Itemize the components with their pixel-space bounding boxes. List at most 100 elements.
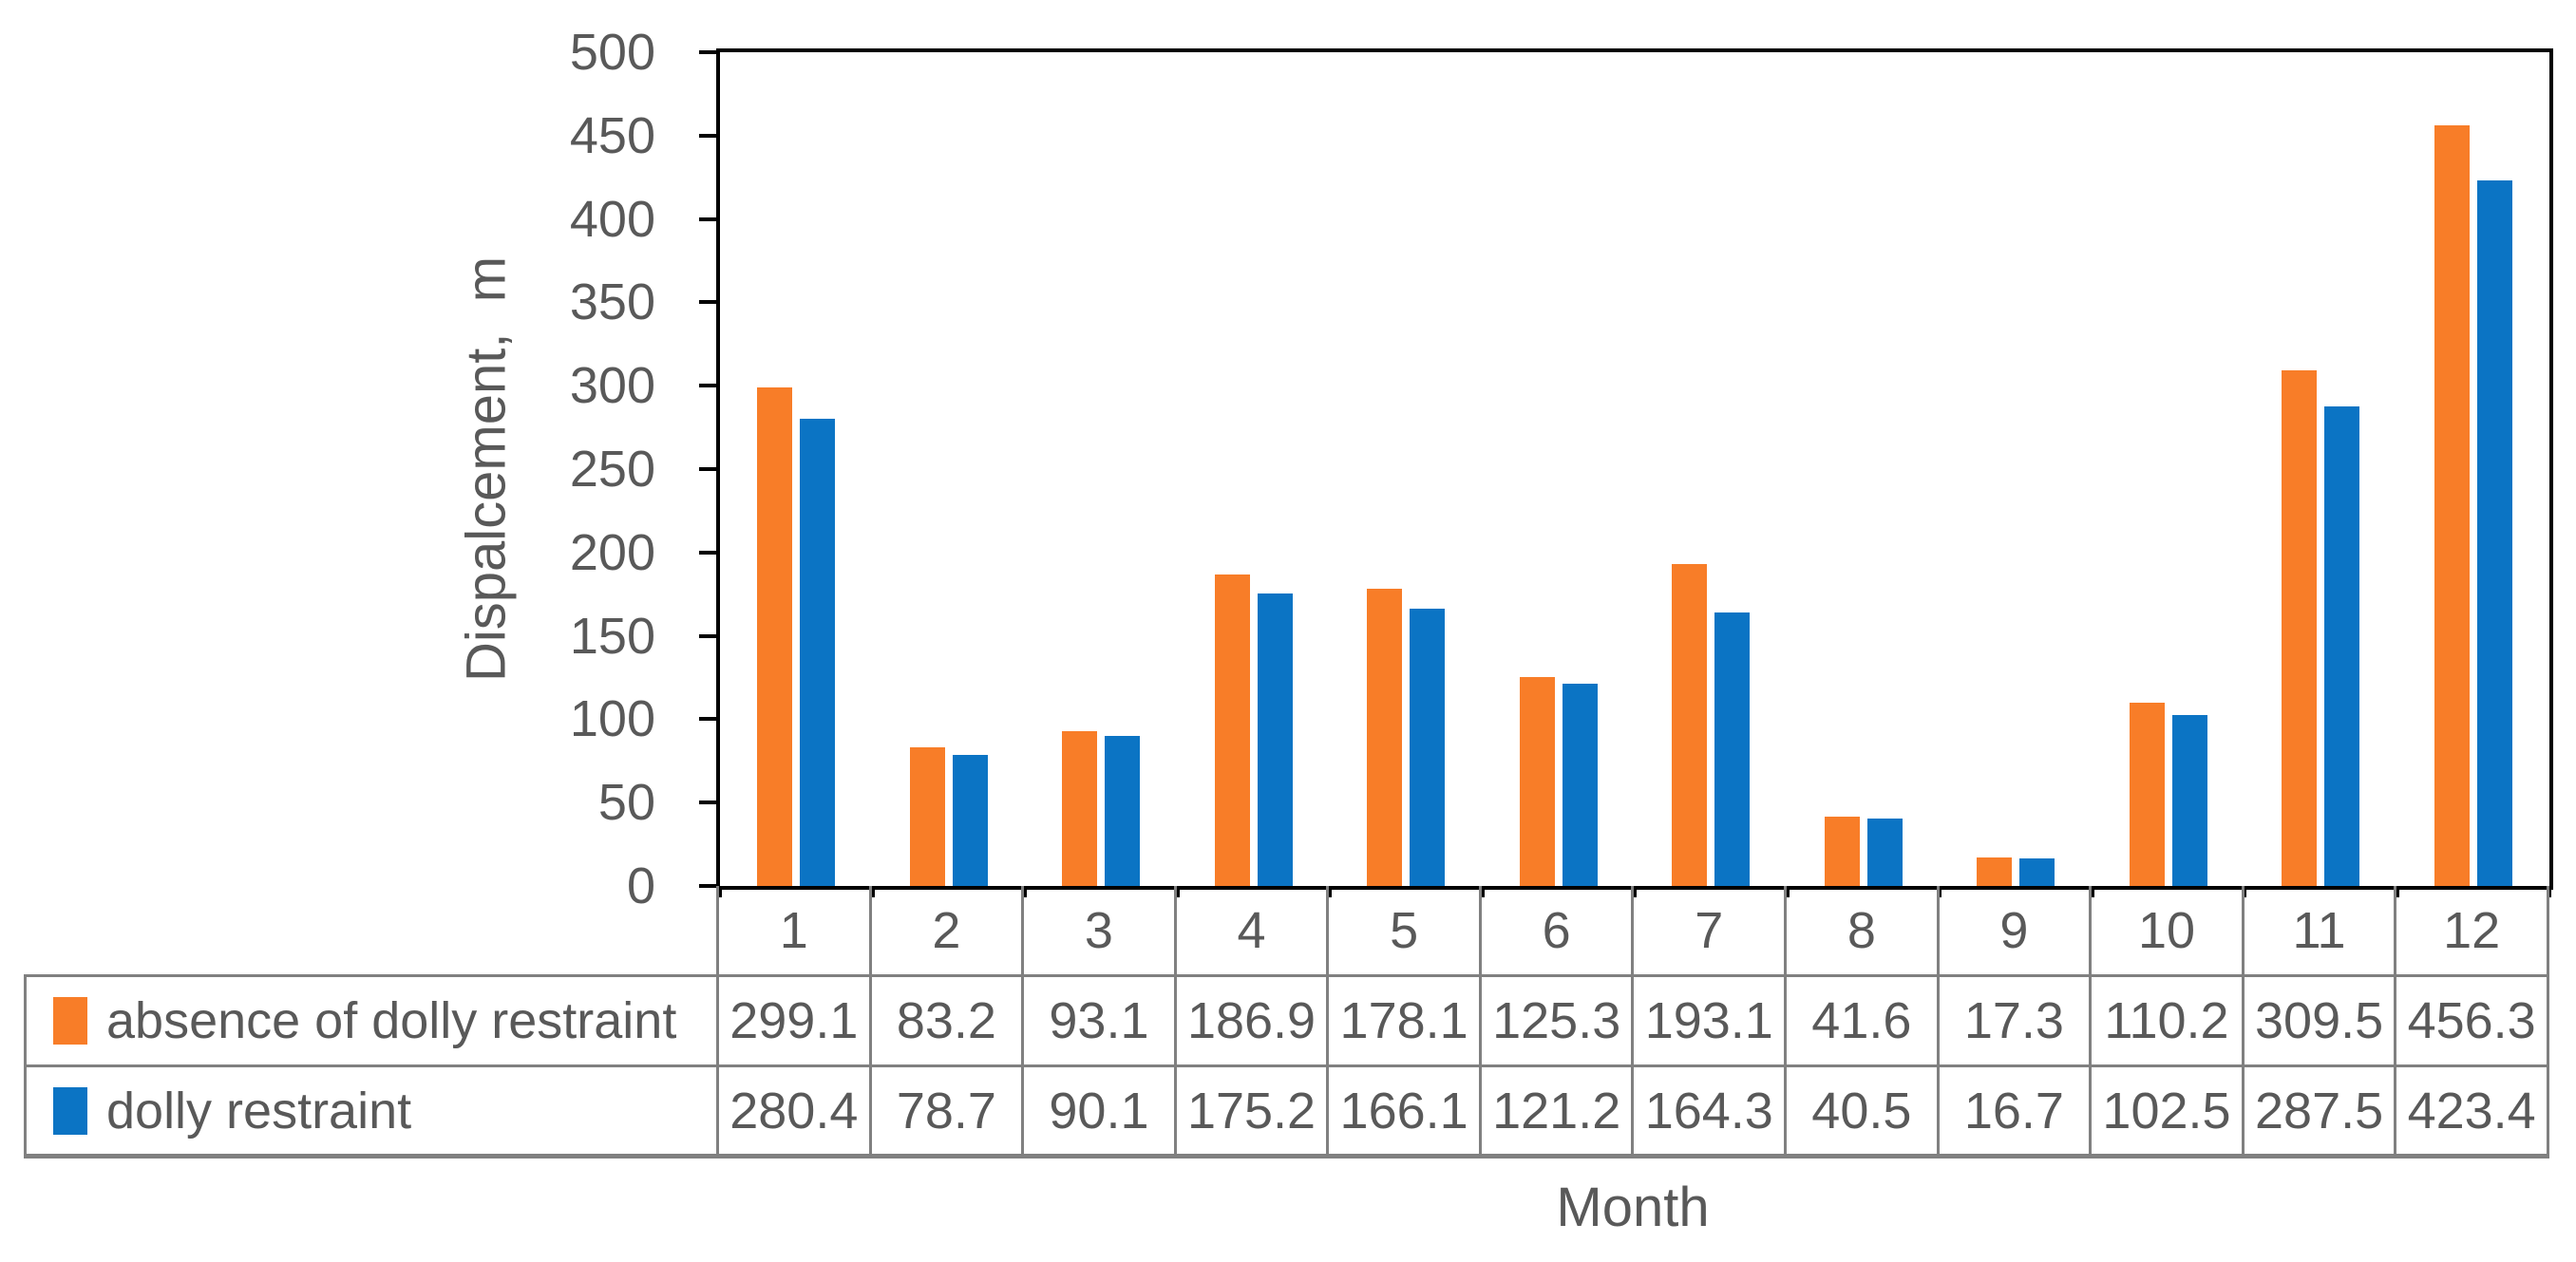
bar-dolly-restraint-month-9: [2019, 857, 2055, 886]
y-tick-label: 200: [569, 523, 655, 581]
bar-group-month-3: [1062, 730, 1141, 886]
y-tick-label: 350: [569, 273, 655, 331]
month-header-cell: 12: [2396, 886, 2549, 974]
value-cell: 41.6: [1787, 977, 1940, 1064]
month-header-cell: 4: [1177, 886, 1330, 974]
x-tick-mark: [2243, 886, 2246, 897]
x-tick-mark: [1023, 886, 1027, 897]
bar-absence-of-dolly-restraint-month-9: [1977, 857, 2013, 886]
y-tick-mark: [699, 467, 716, 471]
bar-dolly-restraint-month-4: [1257, 593, 1293, 886]
y-tick-mark: [699, 717, 716, 722]
bar-group-month-12: [2434, 124, 2512, 886]
x-tick-mark: [2548, 886, 2551, 897]
legend-label: absence of dolly restraint: [106, 992, 677, 1049]
value-cell: 16.7: [1940, 1067, 2093, 1154]
value-cell: 280.4: [719, 1067, 872, 1154]
legend-swatch-icon: [53, 1086, 87, 1135]
month-header-cell: 8: [1787, 886, 1940, 974]
legend-cell: absence of dolly restraint: [27, 977, 719, 1064]
value-cell: 166.1: [1329, 1067, 1482, 1154]
month-header-cell: 10: [2092, 886, 2245, 974]
x-tick-mark: [1938, 886, 1941, 897]
bar-group-month-1: [757, 386, 836, 886]
legend-swatch-icon: [53, 997, 87, 1045]
bar-dolly-restraint-month-12: [2476, 179, 2512, 886]
bar-group-month-2: [909, 746, 988, 886]
legend-label: dolly restraint: [106, 1082, 412, 1140]
bar-dolly-restraint-month-6: [1562, 684, 1598, 886]
value-cell: 423.4: [2396, 1067, 2549, 1154]
value-cell: 186.9: [1177, 977, 1330, 1064]
value-cell: 90.1: [1024, 1067, 1177, 1154]
bar-group-month-8: [1824, 816, 1903, 886]
y-tick-label: 0: [626, 857, 655, 914]
value-cell: 456.3: [2396, 977, 2549, 1064]
bar-absence-of-dolly-restraint-month-7: [1672, 563, 1708, 886]
month-header-cell: 1: [719, 886, 872, 974]
bar-dolly-restraint-month-2: [952, 754, 988, 886]
value-cell: 309.5: [2245, 977, 2397, 1064]
month-header-cell: 2: [872, 886, 1025, 974]
value-cell: 299.1: [719, 977, 872, 1064]
bar-dolly-restraint-month-10: [2171, 715, 2207, 886]
bar-absence-of-dolly-restraint-month-3: [1062, 730, 1098, 886]
bar-absence-of-dolly-restraint-month-12: [2434, 124, 2470, 886]
x-tick-mark: [718, 886, 722, 897]
bar-absence-of-dolly-restraint-month-11: [2282, 369, 2318, 886]
y-tick-label: 100: [569, 690, 655, 748]
month-header-cell: 9: [1940, 886, 2093, 974]
bar-absence-of-dolly-restraint-month-6: [1519, 676, 1555, 886]
value-cell: 178.1: [1329, 977, 1482, 1064]
y-tick-label: 50: [597, 774, 655, 832]
month-header-cell: 6: [1482, 886, 1635, 974]
y-tick-label: 450: [569, 106, 655, 164]
x-tick-mark: [2090, 886, 2094, 897]
value-cell: 175.2: [1177, 1067, 1330, 1154]
bar-absence-of-dolly-restraint-month-4: [1214, 574, 1250, 886]
bar-group-month-9: [1977, 857, 2055, 886]
bar-group-month-4: [1214, 574, 1293, 886]
value-cell: 121.2: [1482, 1067, 1635, 1154]
value-cell: 164.3: [1634, 1067, 1788, 1154]
y-tick-mark: [699, 801, 716, 805]
y-tick-label: 250: [569, 441, 655, 498]
value-cell: 40.5: [1787, 1067, 1940, 1154]
plot-area: [716, 48, 2553, 890]
value-cell: 83.2: [872, 977, 1025, 1064]
bar-absence-of-dolly-restraint-month-2: [909, 746, 945, 886]
y-tick-mark: [699, 884, 716, 888]
x-tick-mark: [1328, 886, 1332, 897]
bar-absence-of-dolly-restraint-month-1: [757, 386, 793, 886]
bar-group-month-10: [2129, 702, 2207, 886]
table-row: dolly restraint 280.4 78.7 90.1 175.2 166.1 12…: [24, 1064, 2549, 1158]
value-cell: 17.3: [1940, 977, 2093, 1064]
value-cell: 125.3: [1482, 977, 1635, 1064]
bar-group-month-6: [1519, 676, 1598, 886]
y-tick-mark: [699, 217, 716, 221]
bar-dolly-restraint-month-3: [1105, 735, 1141, 886]
x-tick-mark: [1175, 886, 1180, 897]
x-tick-mark: [1785, 886, 1790, 897]
x-tick-mark: [2395, 886, 2399, 897]
value-cell: 93.1: [1024, 977, 1177, 1064]
y-tick-mark: [699, 384, 716, 388]
value-cell: 287.5: [2245, 1067, 2397, 1154]
legend-cell: dolly restraint: [27, 1067, 719, 1154]
month-header-row: 1 2 3 4 5 6 7 8 9 10 11 12: [716, 886, 2549, 974]
bar-absence-of-dolly-restraint-month-10: [2129, 702, 2165, 886]
y-tick-label: 150: [569, 607, 655, 665]
month-header-cell: 5: [1329, 886, 1482, 974]
bar-absence-of-dolly-restraint-month-8: [1824, 816, 1860, 886]
bar-dolly-restraint-month-1: [800, 418, 836, 886]
value-cell: 110.2: [2092, 977, 2245, 1064]
value-cell: 102.5: [2092, 1067, 2245, 1154]
y-tick-mark: [699, 300, 716, 305]
bar-absence-of-dolly-restraint-month-5: [1367, 589, 1403, 886]
bar-group-month-5: [1367, 589, 1446, 886]
x-tick-mark: [1480, 886, 1485, 897]
bar-dolly-restraint-month-7: [1714, 612, 1751, 886]
table-row: absence of dolly restraint 299.1 83.2 93.1 1…: [24, 974, 2549, 1064]
month-header-cell: 3: [1024, 886, 1177, 974]
x-tick-mark: [870, 886, 875, 897]
